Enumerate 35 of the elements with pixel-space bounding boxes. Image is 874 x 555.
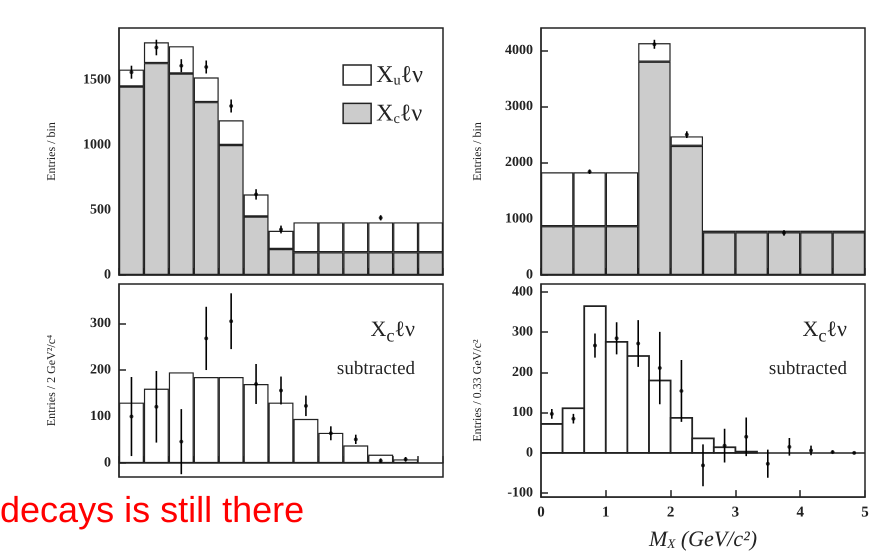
annotation: X$_{c}$ℓν [370, 316, 415, 348]
y-tick-label: 300 [90, 316, 111, 332]
y-tick-label: 100 [512, 405, 533, 420]
y-tick-label: 300 [512, 324, 533, 340]
y-tick-label: 0 [104, 456, 111, 471]
y-tick-label: 2000 [505, 155, 533, 170]
y-tick-label: 0 [526, 268, 533, 282]
y-tick-label: 200 [512, 364, 533, 380]
y-tick-label: 1000 [505, 211, 533, 226]
text: decays is still there [0, 488, 304, 532]
y-tick-label: 1000 [83, 138, 111, 152]
annotation: X$_{c}$ℓν [802, 316, 847, 348]
annotation: subtracted [768, 358, 847, 381]
y-axis-title: Entries / bin [470, 122, 484, 181]
x-tick-label: 5 [861, 504, 869, 521]
y-axis-title: Entries / 0.33 GeV/c² [470, 339, 484, 442]
x-tick-label: 3 [732, 504, 740, 521]
y-axis-title: Entries / bin [44, 122, 58, 181]
y-tick-label: -100 [507, 486, 533, 501]
y-tick-label: 1500 [83, 72, 111, 88]
y-tick-label: 4000 [505, 42, 533, 58]
y-tick-label: 500 [90, 202, 111, 218]
y-axis-title: Entries / 2 GeV²/c⁴ [44, 334, 58, 426]
x-tick-label: 1 [602, 504, 610, 521]
y-tick-label: 200 [90, 362, 111, 378]
y-tick-label: 400 [512, 284, 533, 300]
x-tick-label: 0 [537, 504, 545, 521]
x-tick-label: 4 [796, 504, 804, 521]
y-tick-label: 0 [104, 268, 111, 282]
y-tick-label: 100 [90, 409, 111, 424]
annotation: subtracted [336, 358, 415, 381]
y-tick-label: 3000 [505, 99, 533, 114]
x-tick-label: 2 [666, 504, 674, 521]
x-axis-title: MX (GeV/c²) [648, 526, 758, 552]
y-tick-label: 0 [526, 445, 533, 460]
